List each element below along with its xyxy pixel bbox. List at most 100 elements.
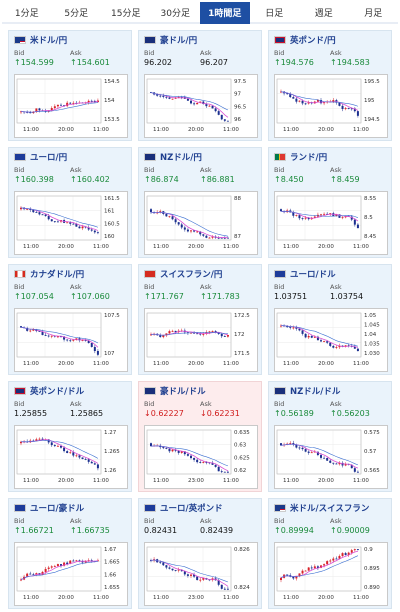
candle-body (202, 578, 205, 580)
pair-name[interactable]: ランド/円 (290, 153, 328, 163)
ask-number: 171.783 (206, 292, 240, 301)
pair-name[interactable]: 米ドル/スイスフラン (290, 504, 370, 514)
y-tick-label: 8.45 (364, 234, 377, 240)
candle-body (298, 328, 301, 331)
pair-name[interactable]: 豪ドル/ドル (160, 387, 206, 397)
rate-card[interactable]: ユーロ/ドル Bid Ask 1.03751 1.03754 1.05 1.045… (268, 264, 392, 375)
pair-name[interactable]: ユーロ/ドル (290, 270, 336, 280)
rate-card[interactable]: 豪ドル/円 Bid Ask 96.202 96.207 97.5 97 96.5 96… (138, 30, 262, 141)
rate-card[interactable]: ランド/円 Bid Ask ↑8.450 ↑8.459 8.55 8.5 8.45 1… (268, 147, 392, 258)
mini-candlestick-chart[interactable]: 8.55 8.5 8.45 11:00 20:00 11:00 (274, 191, 388, 255)
mini-candlestick-chart[interactable]: 0.635 0.63 0.625 0.62 11:00 23:00 11:00 (144, 425, 258, 489)
candle-body (289, 93, 292, 98)
rate-card[interactable]: 米ドル/円 Bid Ask ↑154.599 ↑154.601 154.5 154… (8, 30, 132, 141)
pair-title[interactable]: ランド/円 (274, 151, 386, 163)
mini-candlestick-chart[interactable]: 107.5 107 11:00 20:00 11:00 (14, 308, 128, 372)
tab-3[interactable]: 15分足 (101, 2, 151, 24)
pair-title[interactable]: NZドル/円 (144, 151, 256, 163)
mini-candlestick-chart[interactable]: 1.05 1.045 1.04 1.035 1.030 11:00 20:00 11:00 (274, 308, 388, 372)
pair-name[interactable]: ユーロ/豪ドル (30, 504, 85, 514)
pair-name[interactable]: ユーロ/円 (30, 153, 68, 163)
candle-body (304, 103, 307, 105)
moving-average-line (150, 92, 229, 111)
candle-body (165, 565, 168, 568)
candle-body (150, 443, 152, 447)
moving-average-line (280, 91, 359, 107)
pair-name[interactable]: 豪ドル/円 (160, 36, 198, 46)
candle-body (199, 462, 202, 463)
candle-body (63, 562, 66, 566)
rate-card[interactable]: 英ポンド/円 Bid Ask ↑194.576 ↑194.583 195.5 19… (268, 30, 392, 141)
tab-4[interactable]: 30分足 (150, 2, 200, 24)
rate-card[interactable]: ユーロ/英ポンド Bid Ask 0.82431 0.82439 0.826 0.… (138, 498, 262, 609)
candle-body (168, 331, 171, 334)
pair-title[interactable]: ユーロ/ドル (274, 268, 386, 280)
pair-name[interactable]: NZドル/円 (160, 153, 202, 163)
candle-body (196, 333, 199, 335)
pair-title[interactable]: 英ポンド/ドル (14, 385, 126, 397)
candle-body (356, 348, 359, 352)
rate-card[interactable]: スイスフラン/円 Bid Ask ↑171.767 ↑171.783 172.5… (138, 264, 262, 375)
y-tick-label: 1.26 (104, 468, 117, 474)
rate-card[interactable]: ユーロ/豪ドル Bid Ask ↑1.66721 ↑1.66735 1.67 1.… (8, 498, 132, 609)
candle-body (186, 454, 189, 456)
pair-title[interactable]: 米ドル/スイスフラン (274, 502, 386, 514)
pair-title[interactable]: スイスフラン/円 (144, 268, 256, 280)
pair-name[interactable]: カナダドル/円 (30, 270, 85, 280)
mini-candlestick-chart[interactable]: 0.826 0.824 11:00 23:00 11:00 (144, 542, 258, 606)
pair-name[interactable]: ユーロ/英ポンド (160, 504, 223, 514)
mini-candlestick-chart[interactable]: 154.5 154 153.5 11:00 20:00 11:00 (14, 74, 128, 138)
tab-5[interactable]: 1時間足 (200, 2, 250, 24)
pair-name[interactable]: スイスフラン/円 (160, 270, 223, 280)
candle-body (196, 231, 199, 233)
rate-card[interactable]: 米ドル/スイスフラン Bid Ask ↑0.89994 ↑0.90009 0.9… (268, 498, 392, 609)
tab-2[interactable]: 5分足 (51, 2, 101, 24)
candle-body (69, 452, 72, 454)
pair-title[interactable]: ユーロ/円 (14, 151, 126, 163)
pair-title[interactable]: 英ポンド/円 (274, 34, 386, 46)
mini-candlestick-chart[interactable]: 88 87 11:00 20:00 11:00 (144, 191, 258, 255)
pair-name[interactable]: NZドル/ドル (290, 387, 341, 397)
direction-arrow-icon: ↑ (274, 58, 281, 67)
mini-candlestick-chart[interactable]: 97.5 97 96.5 96 11:00 20:00 11:00 (144, 74, 258, 138)
rate-card[interactable]: NZドル/ドル Bid Ask ↑0.56189 ↑0.56203 0.575 0… (268, 381, 392, 492)
pair-title[interactable]: カナダドル/円 (14, 268, 126, 280)
rate-card[interactable]: 英ポンド/ドル Bid Ask 1.25855 1.25865 1.27 1.26… (8, 381, 132, 492)
tab-1[interactable]: 1分足 (2, 2, 52, 24)
candle-body (301, 447, 304, 450)
mini-candlestick-chart[interactable]: 161.5 161 160.5 160 11:00 20:00 11:00 (14, 191, 128, 255)
rate-card[interactable]: カナダドル/円 Bid Ask ↑107.054 ↑107.060 107.5 1… (8, 264, 132, 375)
candle-body (186, 574, 189, 576)
x-tick-label: 20:00 (58, 244, 74, 250)
moving-average-line (150, 211, 228, 237)
pair-title[interactable]: 米ドル/円 (14, 34, 126, 46)
pair-name[interactable]: 英ポンド/円 (290, 36, 336, 46)
pair-title[interactable]: 豪ドル/円 (144, 34, 256, 46)
candle-body (150, 334, 152, 336)
ask-label: Ask (70, 517, 82, 525)
mini-candlestick-chart[interactable]: 172.5 172 171.5 11:00 20:00 11:00 (144, 308, 258, 372)
mini-candlestick-chart[interactable]: 0.9 0.895 0.890 11:00 20:00 11:00 (274, 542, 388, 606)
pair-title[interactable]: NZドル/ドル (274, 385, 386, 397)
candle-body (353, 219, 356, 225)
rate-card[interactable]: ユーロ/円 Bid Ask ↑160.398 ↑160.402 161.5 161… (8, 147, 132, 258)
tab-6[interactable]: 日足 (249, 2, 299, 24)
pair-title[interactable]: ユーロ/英ポンド (144, 502, 256, 514)
rate-card[interactable]: 豪ドル/ドル Bid Ask ↓0.62227 ↓0.62231 0.635 0.… (138, 381, 262, 492)
candle-body (223, 237, 226, 239)
mini-candlestick-chart[interactable]: 1.27 1.265 1.26 11:00 20:00 11:00 (14, 425, 128, 489)
candle-body (292, 576, 295, 579)
pair-title[interactable]: 豪ドル/ドル (144, 385, 256, 397)
tab-8[interactable]: 月足 (348, 2, 398, 24)
mini-candlestick-chart[interactable]: 195.5 195 194.5 11:00 20:00 11:00 (274, 74, 388, 138)
tab-7[interactable]: 週足 (299, 2, 349, 24)
x-tick-label: 11:00 (283, 127, 299, 133)
rate-card[interactable]: NZドル/円 Bid Ask ↑86.874 ↑86.881 88 87 11:00… (138, 147, 262, 258)
candle-body (190, 332, 192, 334)
moving-average-line (150, 445, 229, 472)
pair-title[interactable]: ユーロ/豪ドル (14, 502, 126, 514)
mini-candlestick-chart[interactable]: 0.575 0.57 0.565 11:00 20:00 11:00 (274, 425, 388, 489)
pair-name[interactable]: 英ポンド/ドル (30, 387, 85, 397)
pair-name[interactable]: 米ドル/円 (30, 36, 68, 46)
mini-candlestick-chart[interactable]: 1.67 1.665 1.66 1.655 11:00 20:00 11:00 (14, 542, 128, 606)
